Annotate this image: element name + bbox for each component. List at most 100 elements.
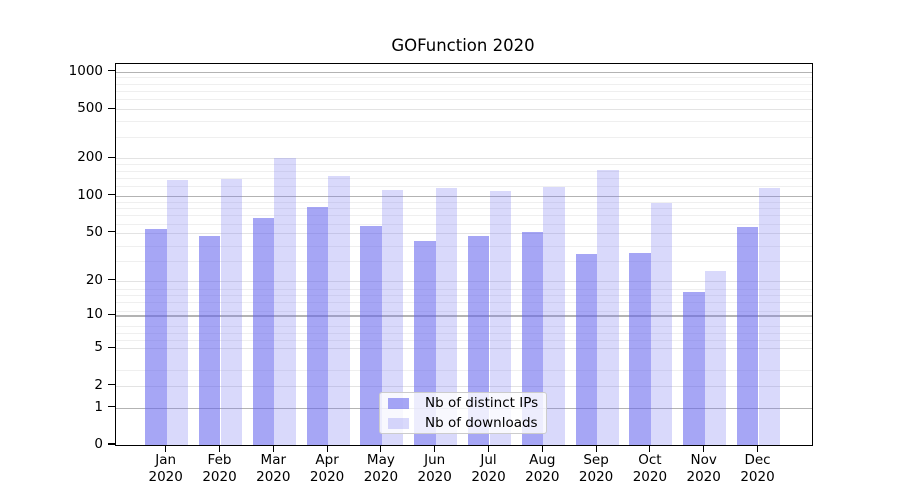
x-tick-month: Mar bbox=[260, 452, 287, 468]
x-tick-month: Feb bbox=[207, 452, 232, 468]
minor-gridline bbox=[116, 83, 812, 85]
x-tick-label-aug: Aug 2020 bbox=[512, 452, 572, 486]
bar-nb-of-distinct-ips-mar bbox=[252, 217, 275, 445]
x-tick-label-sep: Sep 2020 bbox=[566, 452, 626, 486]
y-tick-2 bbox=[108, 384, 115, 386]
x-tick-oct bbox=[649, 444, 651, 452]
gridline-500 bbox=[116, 109, 812, 111]
y-tick-label-50: 50 bbox=[85, 223, 103, 240]
x-tick-nov bbox=[703, 444, 705, 452]
x-tick-jan bbox=[165, 444, 167, 452]
bar-nb-of-distinct-ips-dec bbox=[736, 226, 759, 445]
y-tick-label-0: 0 bbox=[94, 436, 103, 452]
gridline-100 bbox=[116, 195, 812, 197]
minor-gridline bbox=[116, 136, 812, 138]
x-tick-label-nov: Nov 2020 bbox=[674, 452, 734, 486]
x-tick-jun bbox=[434, 444, 436, 452]
x-tick-label-dec: Dec 2020 bbox=[728, 452, 788, 486]
minor-gridline bbox=[116, 288, 812, 290]
x-tick-month: Apr bbox=[315, 452, 339, 468]
x-tick-month: Dec bbox=[744, 452, 771, 468]
legend-row: Nb of distinct IPs bbox=[380, 393, 546, 413]
x-tick-month: Jul bbox=[480, 452, 497, 468]
bar-nb-of-distinct-ips-aug bbox=[521, 231, 544, 445]
gridline-5 bbox=[116, 348, 812, 350]
bar-nb-of-downloads-aug bbox=[543, 186, 565, 445]
gridline-2 bbox=[116, 385, 812, 387]
x-tick-month: Sep bbox=[583, 452, 609, 468]
x-tick-month: Jun bbox=[424, 452, 446, 468]
x-tick-year: 2020 bbox=[417, 469, 452, 485]
minor-gridline bbox=[116, 370, 812, 372]
legend-label-distinct-ips: Nb of distinct IPs bbox=[425, 395, 539, 411]
y-tick-label-1: 1 bbox=[94, 398, 103, 415]
bar-nb-of-downloads-oct bbox=[650, 203, 673, 445]
bar-nb-of-downloads-jul bbox=[489, 190, 512, 445]
x-tick-year: 2020 bbox=[309, 469, 345, 485]
y-tick-label-100: 100 bbox=[77, 186, 103, 203]
legend-row: Nb of downloads bbox=[380, 413, 546, 433]
y-tick-label-5: 5 bbox=[94, 339, 103, 356]
y-tick-label-1000: 1000 bbox=[68, 62, 103, 79]
bar-nb-of-distinct-ips-feb bbox=[198, 235, 221, 445]
bar-nb-of-distinct-ips-may bbox=[360, 225, 382, 445]
x-tick-mar bbox=[272, 444, 274, 452]
legend-label-downloads: Nb of downloads bbox=[425, 415, 538, 431]
bar-nb-of-distinct-ips-jan bbox=[145, 228, 167, 445]
minor-gridline bbox=[116, 208, 812, 210]
bar-nb-of-distinct-ips-sep bbox=[575, 254, 598, 445]
x-tick-year: 2020 bbox=[525, 469, 560, 485]
y-tick-20 bbox=[108, 278, 115, 281]
gridline-50 bbox=[116, 232, 812, 234]
x-tick-label-apr: Apr 2020 bbox=[297, 452, 357, 486]
x-tick-year: 2020 bbox=[632, 469, 668, 485]
legend-swatch-distinct-ips bbox=[388, 397, 409, 409]
gridline-200 bbox=[116, 158, 812, 160]
x-tick-year: 2020 bbox=[686, 469, 721, 485]
minor-gridline bbox=[116, 215, 812, 217]
plot-area bbox=[115, 63, 813, 446]
y-tick-label-500: 500 bbox=[77, 100, 103, 117]
minor-gridline bbox=[116, 310, 812, 312]
minor-gridline bbox=[116, 170, 812, 172]
x-tick-month: Aug bbox=[529, 452, 556, 468]
x-tick-month: May bbox=[366, 452, 395, 468]
x-tick-month: Nov bbox=[690, 452, 717, 468]
x-tick-label-mar: Mar 2020 bbox=[243, 452, 303, 486]
bar-nb-of-downloads-feb bbox=[220, 178, 243, 445]
y-tick-1 bbox=[108, 405, 115, 408]
x-tick-year: 2020 bbox=[148, 469, 183, 485]
x-tick-label-jul: Jul 2020 bbox=[459, 452, 519, 486]
y-tick-label-20: 20 bbox=[85, 271, 103, 288]
bar-nb-of-downloads-sep bbox=[597, 169, 619, 445]
x-tick-label-may: May 2020 bbox=[351, 452, 411, 486]
minor-gridline bbox=[116, 245, 812, 247]
x-tick-year: 2020 bbox=[740, 469, 775, 485]
minor-gridline bbox=[116, 164, 812, 166]
x-tick-label-jun: Jun 2020 bbox=[405, 452, 465, 486]
bar-nb-of-downloads-mar bbox=[274, 158, 296, 445]
gridline-10 bbox=[116, 315, 812, 317]
bar-nb-of-downloads-apr bbox=[328, 175, 350, 445]
minor-gridline bbox=[116, 178, 812, 180]
minor-gridline bbox=[116, 186, 812, 188]
legend: Nb of distinct IPs Nb of downloads bbox=[379, 392, 547, 434]
bar-nb-of-downloads-dec bbox=[758, 187, 781, 445]
minor-gridline bbox=[116, 99, 812, 101]
x-tick-month: Jan bbox=[155, 452, 177, 468]
minor-gridline bbox=[116, 77, 812, 79]
x-tick-aug bbox=[541, 444, 543, 452]
x-tick-jul bbox=[487, 444, 490, 452]
y-tick-5 bbox=[108, 346, 115, 348]
bar-nb-of-distinct-ips-nov bbox=[683, 291, 705, 445]
x-tick-feb bbox=[218, 444, 221, 452]
minor-gridline bbox=[116, 332, 812, 334]
y-tick-label-10: 10 bbox=[85, 306, 103, 323]
x-tick-label-feb: Feb 2020 bbox=[190, 452, 250, 486]
minor-gridline bbox=[116, 295, 812, 297]
minor-gridline bbox=[116, 223, 812, 225]
bar-nb-of-distinct-ips-oct bbox=[629, 252, 651, 445]
y-tick-10 bbox=[108, 313, 115, 316]
y-tick-500 bbox=[108, 107, 115, 109]
